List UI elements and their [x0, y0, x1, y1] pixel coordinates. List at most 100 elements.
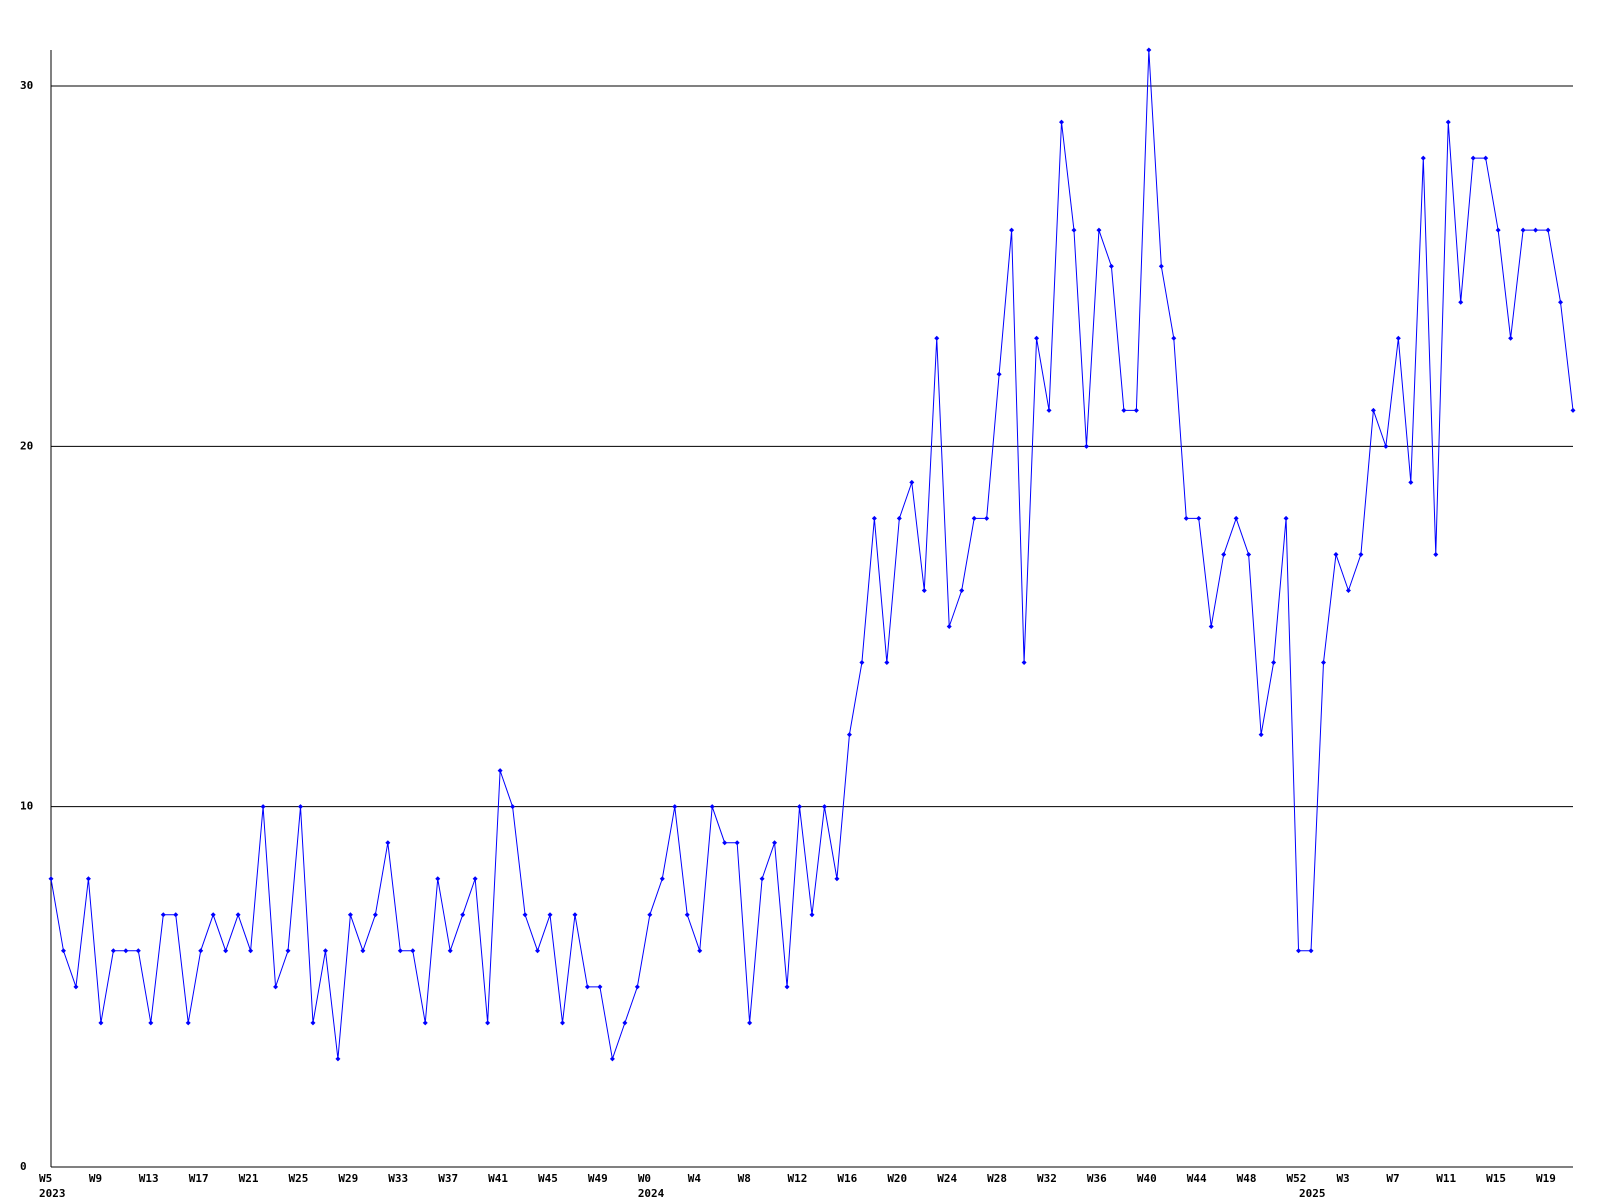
data-point — [734, 840, 740, 846]
data-point — [98, 1020, 104, 1026]
x-tick-label: W28 — [987, 1172, 1007, 1185]
data-point — [1133, 407, 1139, 413]
data-point — [185, 1020, 191, 1026]
data-point — [510, 804, 516, 810]
data-point — [821, 804, 827, 810]
data-point — [1520, 227, 1526, 233]
data-point — [1383, 443, 1389, 449]
data-point — [1046, 407, 1052, 413]
data-point — [809, 912, 815, 918]
data-point — [871, 515, 877, 521]
data-point — [160, 912, 166, 918]
data-point — [1533, 227, 1539, 233]
x-year-label: 2023 — [39, 1187, 66, 1200]
x-tick-label: W29 — [338, 1172, 358, 1185]
data-point — [460, 912, 466, 918]
y-tick-label: 20 — [20, 439, 33, 452]
data-point — [1208, 624, 1214, 630]
data-point — [1059, 119, 1065, 125]
data-point — [709, 804, 715, 810]
data-point — [1483, 155, 1489, 161]
data-point — [1146, 47, 1152, 53]
x-tick-label: W32 — [1037, 1172, 1057, 1185]
data-point — [1071, 227, 1077, 233]
data-point — [647, 912, 653, 918]
data-point — [522, 912, 528, 918]
data-point — [584, 984, 590, 990]
data-point — [148, 1020, 154, 1026]
x-tick-label: W7 — [1386, 1172, 1399, 1185]
data-point — [60, 948, 66, 954]
data-point — [959, 587, 965, 593]
data-point — [322, 948, 328, 954]
data-point — [1246, 551, 1252, 557]
data-point — [797, 804, 803, 810]
data-point — [1108, 263, 1114, 269]
data-point — [1558, 299, 1564, 305]
data-point — [48, 876, 54, 882]
data-point — [547, 912, 553, 918]
data-point — [672, 804, 678, 810]
data-point — [210, 912, 216, 918]
x-tick-label: W33 — [388, 1172, 408, 1185]
data-point — [372, 912, 378, 918]
x-tick-label: W36 — [1087, 1172, 1107, 1185]
x-tick-label: W12 — [788, 1172, 808, 1185]
data-point — [984, 515, 990, 521]
data-point — [697, 948, 703, 954]
data-point — [921, 587, 927, 593]
x-tick-label: W17 — [189, 1172, 209, 1185]
data-point — [235, 912, 241, 918]
data-point — [622, 1020, 628, 1026]
data-point — [1308, 948, 1314, 954]
x-tick-label: W8 — [738, 1172, 751, 1185]
data-point — [347, 912, 353, 918]
data-point — [946, 624, 952, 630]
x-tick-label: W15 — [1486, 1172, 1506, 1185]
x-tick-label: W25 — [289, 1172, 309, 1185]
x-tick-label: W16 — [837, 1172, 857, 1185]
data-point — [846, 732, 852, 738]
data-point — [248, 948, 254, 954]
data-point — [310, 1020, 316, 1026]
data-point — [285, 948, 291, 954]
data-point — [397, 948, 403, 954]
data-point — [784, 984, 790, 990]
x-year-label: 2025 — [1299, 1187, 1326, 1200]
data-point — [1370, 407, 1376, 413]
data-point — [634, 984, 640, 990]
data-point — [335, 1056, 341, 1062]
data-point — [1158, 263, 1164, 269]
data-point — [996, 371, 1002, 377]
x-tick-label: W5 — [39, 1172, 52, 1185]
x-tick-label: W9 — [89, 1172, 102, 1185]
data-point — [572, 912, 578, 918]
y-tick-label: 30 — [20, 79, 33, 92]
data-point — [1171, 335, 1177, 341]
data-point — [1420, 155, 1426, 161]
x-tick-label: W45 — [538, 1172, 558, 1185]
data-point — [597, 984, 603, 990]
y-tick-label: 0 — [20, 1160, 27, 1173]
data-point — [198, 948, 204, 954]
data-point — [422, 1020, 428, 1026]
data-point — [896, 515, 902, 521]
data-point — [1271, 660, 1277, 666]
data-point — [609, 1056, 615, 1062]
data-point — [73, 984, 79, 990]
data-point — [485, 1020, 491, 1026]
data-point — [1083, 443, 1089, 449]
data-point — [1333, 551, 1339, 557]
data-point — [1545, 227, 1551, 233]
data-point — [298, 804, 304, 810]
data-point — [1034, 335, 1040, 341]
x-tick-label: W21 — [239, 1172, 259, 1185]
y-tick-label: 10 — [20, 800, 33, 813]
data-point — [1395, 335, 1401, 341]
x-tick-label: W13 — [139, 1172, 159, 1185]
data-point — [273, 984, 279, 990]
data-point — [1258, 732, 1264, 738]
x-tick-label: W0 — [638, 1172, 651, 1185]
data-point — [123, 948, 129, 954]
data-point — [559, 1020, 565, 1026]
